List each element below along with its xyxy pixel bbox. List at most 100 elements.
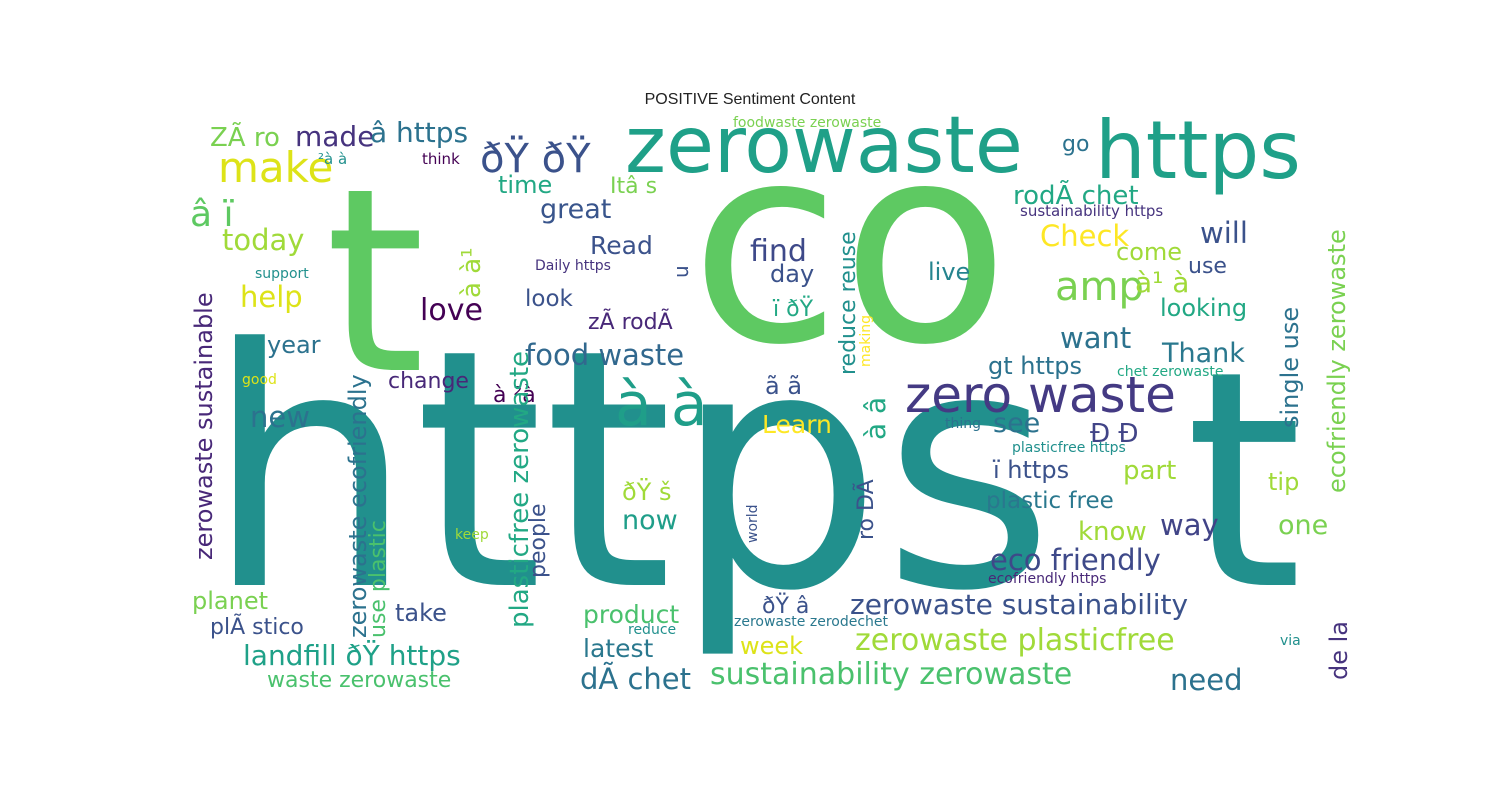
word: via xyxy=(1280,633,1301,649)
word: reduce reuse xyxy=(836,231,861,375)
word: gt https xyxy=(988,352,1082,380)
word: ecofriendly zerowaste xyxy=(1323,229,1351,493)
word: zerowaste zerodechet xyxy=(734,614,889,630)
chart-title: POSITIVE Sentiment Content xyxy=(644,91,856,108)
word: one xyxy=(1278,510,1328,541)
word: latest xyxy=(583,634,653,663)
word: Read xyxy=(590,231,653,260)
word: zerowaste xyxy=(625,101,1023,191)
word: Learn xyxy=(762,410,832,439)
word: à à¹ xyxy=(457,247,487,298)
word: change xyxy=(388,369,469,394)
word: ðŸ â xyxy=(762,593,809,619)
word: ã ã xyxy=(765,372,802,400)
word: à¹ à xyxy=(1135,266,1189,299)
word: find xyxy=(750,234,807,269)
word: now xyxy=(622,505,678,536)
word: amp xyxy=(1055,264,1144,310)
word: take xyxy=(395,599,447,627)
word: will xyxy=(1200,216,1248,250)
word: tip xyxy=(1268,468,1299,496)
word: sustainability zerowaste xyxy=(710,657,1072,692)
word: à â xyxy=(859,397,892,440)
word: chet zerowaste xyxy=(1117,364,1224,380)
word: week xyxy=(740,632,803,660)
word: ro DÃ xyxy=(852,479,879,540)
word: see xyxy=(993,408,1040,439)
word: à ²à xyxy=(493,383,536,408)
word: â https xyxy=(370,116,468,149)
word: plastic free xyxy=(986,488,1114,514)
word: day xyxy=(770,260,814,288)
word: ðŸ ðŸ xyxy=(480,134,591,182)
word: live xyxy=(928,258,970,286)
word: Daily https xyxy=(535,258,611,274)
word: food waste xyxy=(525,338,684,372)
word: know xyxy=(1078,517,1147,547)
word: waste zerowaste xyxy=(267,668,451,693)
word: year xyxy=(267,331,321,359)
word: zerowaste sustainable xyxy=(190,292,218,560)
word: https xyxy=(205,279,1054,663)
word: use xyxy=(1188,254,1227,279)
word: t xyxy=(325,134,425,431)
word: ðŸ š xyxy=(622,477,671,506)
word: sustainability https xyxy=(1020,202,1163,220)
word: good xyxy=(242,372,277,388)
word: part xyxy=(1123,456,1176,486)
word: ecofriendly https xyxy=(988,571,1106,587)
word: made xyxy=(295,120,374,153)
word: think xyxy=(422,150,460,168)
word: today xyxy=(222,223,304,257)
word: zerowaste plasticfree xyxy=(855,623,1175,658)
word: â ï xyxy=(190,194,235,235)
word: de la xyxy=(1325,621,1353,680)
word: zÃ rodÃ xyxy=(588,308,673,335)
word: time xyxy=(498,171,552,199)
word: product xyxy=(583,600,679,629)
word: single use xyxy=(1276,307,1304,428)
word: u xyxy=(669,265,693,278)
word: co xyxy=(690,85,1009,405)
word: à à xyxy=(615,370,708,440)
word: people xyxy=(526,503,551,578)
word: ZÃ ro xyxy=(210,121,280,153)
word: support xyxy=(255,266,309,282)
word: plasticfree zerowaste xyxy=(505,351,535,628)
word: eco friendly xyxy=(990,543,1161,577)
word: way xyxy=(1160,508,1219,542)
word: making xyxy=(858,315,874,367)
word: thing xyxy=(945,416,981,432)
word: zerowaste sustainability xyxy=(850,588,1188,621)
word: go xyxy=(1062,132,1089,157)
word: ²à à xyxy=(318,150,347,168)
word: world xyxy=(745,504,761,543)
word: love xyxy=(420,293,483,328)
word: help xyxy=(240,280,303,314)
word: foodwaste zerowaste xyxy=(733,115,881,131)
word: dÃ chet xyxy=(580,662,691,696)
word: planet xyxy=(192,587,268,615)
word: landfill ðŸ https xyxy=(243,639,461,672)
word: reduce xyxy=(628,622,676,638)
word: ï https xyxy=(992,456,1069,484)
word: zero waste xyxy=(905,366,1176,424)
word: new xyxy=(250,400,310,434)
word: looking xyxy=(1160,294,1247,322)
word: look xyxy=(525,286,574,312)
word: zerowaste ecofriendly xyxy=(344,374,372,638)
word: Itâ s xyxy=(610,174,657,199)
word: use plastic xyxy=(366,520,391,638)
word: keep xyxy=(455,527,489,543)
word: plÃ stico xyxy=(210,613,304,640)
word: make xyxy=(218,143,333,192)
word: https xyxy=(1095,104,1301,197)
word: want xyxy=(1060,321,1131,355)
word: come xyxy=(1116,238,1182,266)
word: ï ðŸ xyxy=(772,296,814,322)
word: Ð Ð xyxy=(1090,419,1139,449)
word: need xyxy=(1170,663,1242,697)
word: Thank xyxy=(1161,338,1245,369)
